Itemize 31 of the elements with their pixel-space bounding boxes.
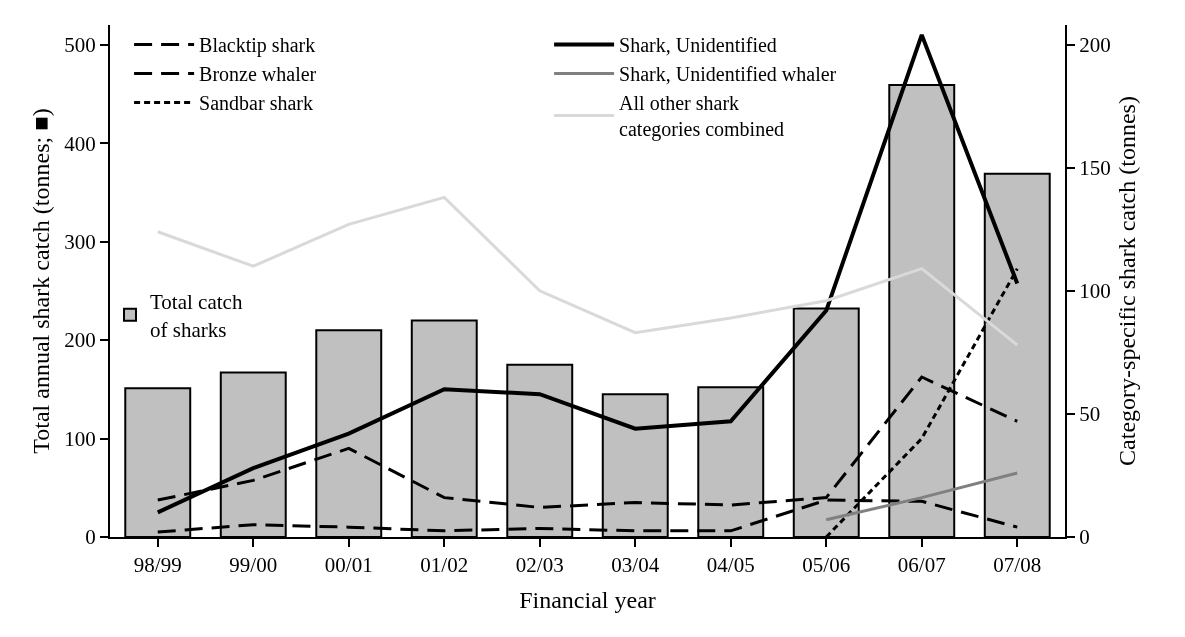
y-tick-label: 100 bbox=[64, 426, 96, 451]
y2-tick-label: 0 bbox=[1079, 525, 1090, 550]
y-tick-label: 0 bbox=[85, 525, 96, 550]
x-tick-label: 04/05 bbox=[706, 553, 755, 578]
x-tick-label: 01/02 bbox=[420, 553, 469, 578]
y-tick-label: 200 bbox=[64, 328, 96, 353]
y2-tick-label: 100 bbox=[1079, 279, 1111, 304]
x-tick-label: 03/04 bbox=[611, 553, 660, 578]
y-tick-label: 300 bbox=[64, 229, 96, 254]
y2-tick-label: 200 bbox=[1079, 33, 1111, 58]
y2-tick-label: 50 bbox=[1079, 402, 1101, 427]
legend-label: Shark, Unidentified whaler bbox=[619, 63, 837, 86]
y-tick-label: 400 bbox=[64, 131, 96, 156]
legend-label: Shark, Unidentified bbox=[619, 34, 777, 57]
x-axis-title: Financial year bbox=[519, 587, 656, 613]
x-tick-label: 02/03 bbox=[515, 553, 564, 578]
y-tick-label: 500 bbox=[64, 33, 96, 58]
x-tick-label: 98/99 bbox=[133, 553, 182, 578]
x-tick-label: 00/01 bbox=[324, 553, 373, 578]
legend-label: All other shark categories combined bbox=[619, 92, 785, 142]
legend-label: Sandbar shark bbox=[199, 92, 313, 115]
y-axis-title: Total annual shark catch (tonnes; ■) bbox=[27, 108, 54, 454]
y2-tick-label: 150 bbox=[1079, 156, 1111, 181]
x-tick-label: 06/07 bbox=[897, 553, 946, 578]
y2-axis-title: Category-specific shark catch (tonnes) bbox=[1113, 96, 1140, 466]
x-tick-label: 07/08 bbox=[993, 553, 1042, 578]
x-tick-label: 05/06 bbox=[802, 553, 851, 578]
legend-label: Blacktip shark bbox=[199, 34, 316, 58]
legend-label: Total catch of sharks bbox=[150, 290, 243, 342]
legend-label: Bronze whaler bbox=[199, 63, 317, 86]
x-tick-label: 99/00 bbox=[229, 553, 278, 578]
